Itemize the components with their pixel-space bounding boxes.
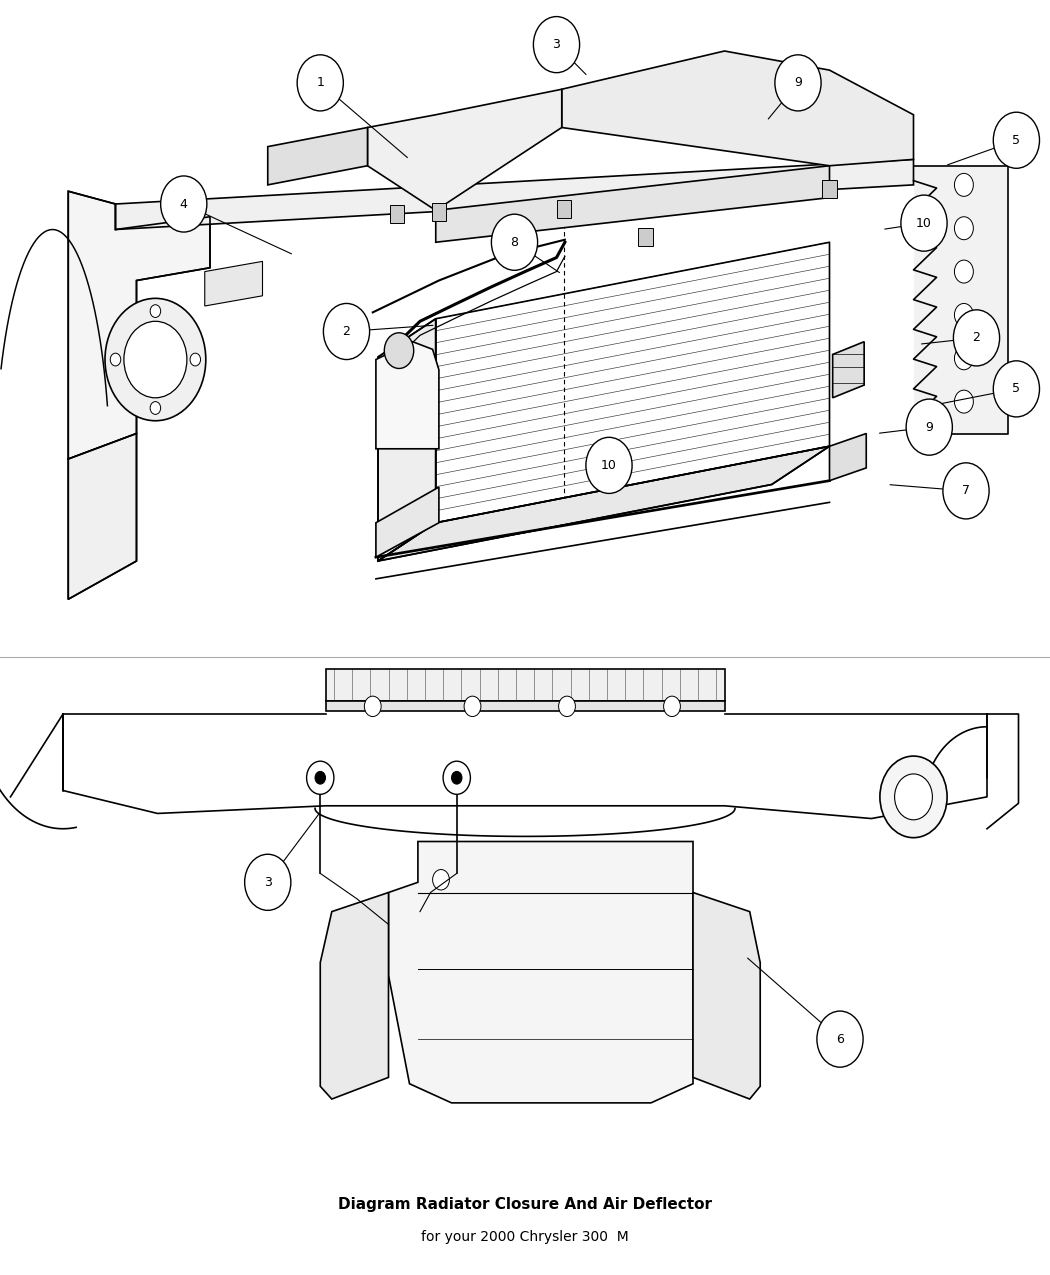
Circle shape: [954, 347, 973, 370]
Bar: [432, 203, 446, 221]
Circle shape: [993, 112, 1040, 168]
Text: for your 2000 Chrysler 300  M: for your 2000 Chrysler 300 M: [421, 1230, 629, 1243]
Text: 5: 5: [1012, 134, 1021, 147]
Text: 6: 6: [836, 1033, 844, 1045]
Polygon shape: [116, 159, 914, 230]
Text: 2: 2: [342, 325, 351, 338]
Circle shape: [150, 305, 161, 317]
Circle shape: [443, 761, 470, 794]
Circle shape: [433, 870, 449, 890]
Text: 1: 1: [316, 76, 324, 89]
Circle shape: [906, 399, 952, 455]
Circle shape: [586, 437, 632, 493]
Text: 5: 5: [1012, 382, 1021, 395]
Text: 10: 10: [601, 459, 617, 472]
Text: Diagram Radiator Closure And Air Deflector: Diagram Radiator Closure And Air Deflect…: [338, 1197, 712, 1213]
Circle shape: [559, 696, 575, 717]
Polygon shape: [320, 892, 388, 1099]
Circle shape: [323, 303, 370, 360]
Polygon shape: [205, 261, 262, 306]
Circle shape: [954, 173, 973, 196]
Circle shape: [464, 696, 481, 717]
Polygon shape: [914, 166, 1008, 434]
Polygon shape: [326, 669, 724, 701]
Polygon shape: [830, 434, 866, 481]
Circle shape: [775, 55, 821, 111]
Circle shape: [190, 353, 201, 366]
Circle shape: [150, 402, 161, 414]
Circle shape: [110, 353, 121, 366]
Circle shape: [954, 260, 973, 283]
Circle shape: [315, 771, 326, 784]
Circle shape: [533, 17, 580, 73]
Circle shape: [105, 298, 206, 421]
Circle shape: [953, 310, 1000, 366]
Bar: [556, 200, 571, 218]
Circle shape: [297, 55, 343, 111]
Polygon shape: [388, 842, 693, 1103]
Polygon shape: [436, 166, 830, 242]
Circle shape: [943, 463, 989, 519]
Circle shape: [452, 771, 462, 784]
Circle shape: [364, 696, 381, 717]
Text: 4: 4: [180, 198, 188, 210]
Polygon shape: [378, 446, 830, 561]
Circle shape: [307, 761, 334, 794]
Circle shape: [895, 774, 932, 820]
Circle shape: [993, 361, 1040, 417]
Polygon shape: [376, 342, 439, 449]
Polygon shape: [693, 892, 760, 1099]
Text: 8: 8: [510, 236, 519, 249]
Circle shape: [954, 303, 973, 326]
Bar: [638, 228, 653, 246]
Text: 3: 3: [552, 38, 561, 51]
Polygon shape: [376, 487, 439, 557]
Polygon shape: [378, 319, 436, 561]
Text: 9: 9: [794, 76, 802, 89]
Bar: [390, 205, 404, 223]
Polygon shape: [368, 89, 562, 210]
Circle shape: [161, 176, 207, 232]
Polygon shape: [268, 128, 368, 185]
Bar: [822, 180, 837, 198]
Polygon shape: [326, 701, 724, 711]
Circle shape: [491, 214, 538, 270]
Polygon shape: [68, 191, 210, 459]
Circle shape: [664, 696, 680, 717]
Circle shape: [124, 321, 187, 398]
Circle shape: [817, 1011, 863, 1067]
Text: 10: 10: [916, 217, 932, 230]
Polygon shape: [68, 434, 136, 599]
Circle shape: [901, 195, 947, 251]
Circle shape: [245, 854, 291, 910]
Circle shape: [384, 333, 414, 368]
Circle shape: [954, 390, 973, 413]
Polygon shape: [833, 342, 864, 398]
Circle shape: [954, 217, 973, 240]
Polygon shape: [562, 51, 914, 166]
Text: 7: 7: [962, 484, 970, 497]
Circle shape: [880, 756, 947, 838]
Text: 3: 3: [264, 876, 272, 889]
Text: 9: 9: [925, 421, 933, 434]
Text: 2: 2: [972, 332, 981, 344]
